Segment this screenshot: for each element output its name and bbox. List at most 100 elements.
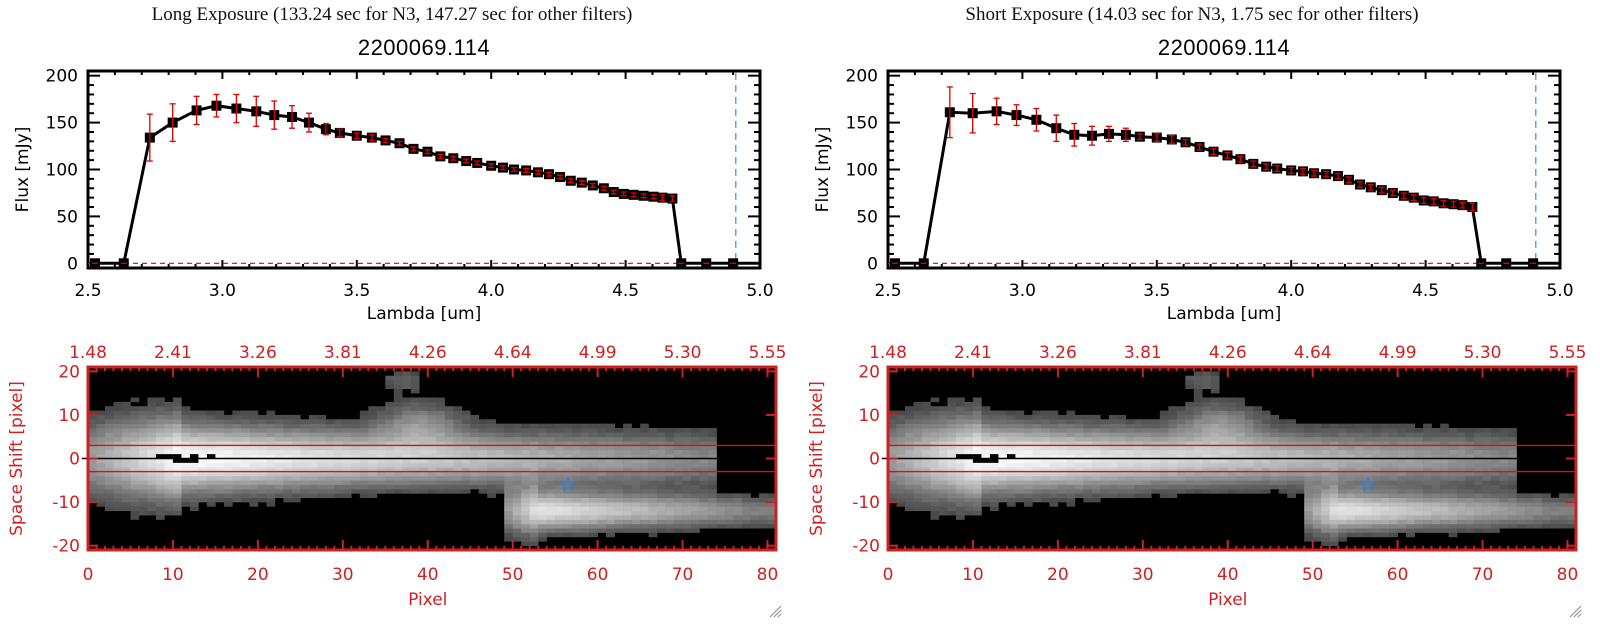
heatmap-cell [572, 506, 581, 512]
heatmap-cell [512, 480, 522, 485]
heatmap-cell [623, 528, 632, 533]
heatmap-cell [291, 484, 301, 490]
resize-grip-icon[interactable] [768, 604, 782, 618]
heatmap-cell [1006, 441, 1016, 446]
heatmap-cell [1329, 510, 1339, 516]
heatmap-cell [989, 445, 999, 451]
heatmap-cell [1261, 428, 1271, 433]
heatmap-cell [164, 475, 174, 481]
heatmap-cell [1491, 519, 1500, 525]
heatmap-cell [1236, 449, 1246, 455]
heatmap-cell [215, 454, 225, 459]
heatmap-cell [393, 471, 403, 477]
heatmap-cell [998, 428, 1008, 433]
heatmap-cell [130, 419, 140, 424]
heatmap-cell [334, 419, 344, 424]
heatmap-cell [206, 493, 216, 499]
heatmap-cell [215, 414, 225, 420]
heatmap-cell [665, 441, 675, 446]
heatmap-cell [759, 506, 768, 512]
heatmap-cell [1168, 423, 1178, 429]
heatmap-cell [1006, 497, 1016, 503]
heatmap-cell [1023, 475, 1033, 481]
heatmap-cell [1108, 475, 1118, 481]
heatmap-cell [1372, 528, 1381, 533]
heatmap-cell [1508, 449, 1517, 455]
heatmap-cell [896, 410, 906, 416]
heatmap-cell [1406, 510, 1415, 516]
heatmap-cell [206, 497, 216, 503]
heatmap-cell [1312, 454, 1322, 459]
heatmap-cell [130, 410, 140, 416]
heatmap-cell [1329, 471, 1339, 477]
heatmap-cell [436, 462, 446, 468]
heatmap-cell [376, 449, 386, 455]
heatmap-cell [972, 397, 982, 403]
heatmap-cell [1159, 493, 1169, 499]
heatmap-cell [1440, 506, 1449, 512]
heatmap-cell [113, 423, 123, 429]
y-tick-label: 50 [856, 207, 878, 227]
heatmap-cell [342, 475, 352, 481]
heatmap-cell [529, 536, 539, 542]
heatmap-cell [121, 401, 131, 407]
heatmap-cell [1100, 467, 1110, 472]
heatmap-cell [691, 519, 700, 525]
heatmap-cell [300, 493, 310, 499]
heatmap-cell [563, 462, 573, 468]
heatmap-cell [1159, 410, 1169, 416]
heatmap-cell [351, 475, 361, 481]
heatmap-cell [538, 519, 547, 525]
heatmap-cell [1338, 502, 1347, 507]
heatmap-cell [1202, 458, 1212, 464]
heatmap-cell [274, 493, 284, 499]
heatmap-cell [342, 428, 352, 433]
heatmap-cell [1474, 502, 1483, 507]
heatmap-cell [888, 462, 897, 468]
y-tick-label: 0 [867, 254, 878, 274]
heatmap-cell [606, 441, 615, 446]
heatmap-cell [964, 462, 974, 468]
heatmap-cell [495, 445, 505, 451]
heatmap-cell [164, 493, 174, 499]
heatmap-cell [589, 515, 598, 520]
resize-grip-icon[interactable] [1568, 604, 1582, 618]
heatmap-cell [1542, 515, 1551, 520]
heatmap-cell [691, 480, 700, 485]
heatmap-cell [904, 432, 914, 438]
heatmap-cell [1321, 489, 1330, 494]
heatmap-cell [206, 410, 216, 416]
heatmap-cell [495, 449, 505, 455]
heatmap-cell [733, 515, 743, 520]
heatmap-cell [955, 436, 965, 442]
heatmap-cell [453, 471, 463, 477]
heatmap-cell [1474, 519, 1483, 525]
heatmap-cell [1023, 432, 1033, 438]
heatmap-cell [1074, 489, 1084, 494]
heatmap-cell [1457, 497, 1466, 503]
top-wavelength-tick-label: 4.64 [1294, 343, 1332, 363]
heatmap-cell [96, 467, 106, 472]
heatmap-cell [444, 467, 454, 472]
heatmap-cell [402, 467, 412, 472]
heatmap-cell [232, 497, 242, 503]
heatmap-cell [597, 484, 607, 490]
heatmap-cell [716, 506, 726, 512]
heatmap-cell [402, 449, 412, 455]
heatmap-cell [1431, 528, 1441, 533]
heatmap-cell [189, 467, 199, 472]
heatmap-cell [665, 519, 675, 525]
heatmap-cell [1329, 493, 1339, 499]
heatmap-cell [529, 519, 539, 525]
heatmap-cell [1491, 506, 1500, 512]
heatmap-cell [1304, 462, 1313, 468]
heatmap-cell [325, 441, 335, 446]
heatmap-cell [1321, 432, 1330, 438]
heatmap-cell [1499, 502, 1509, 507]
heatmap-cell [393, 414, 403, 420]
heatmap-cell [691, 462, 700, 468]
heatmap-cell [1542, 506, 1551, 512]
heatmap-cell [589, 506, 598, 512]
heatmap-cell [955, 497, 965, 503]
heatmap-cell [113, 493, 123, 499]
